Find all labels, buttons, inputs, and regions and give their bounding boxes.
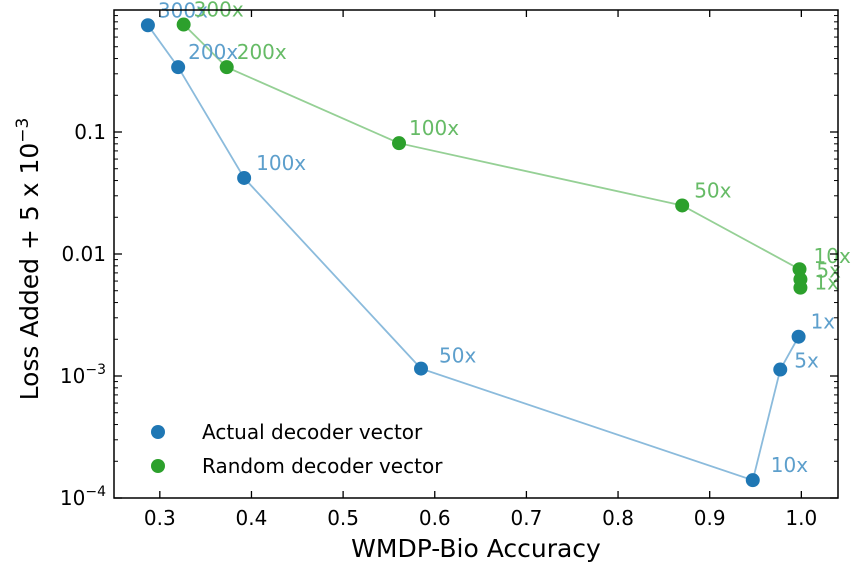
data-label: 1x bbox=[811, 310, 836, 334]
data-label: 5x bbox=[794, 349, 819, 373]
x-tick-label: 0.8 bbox=[602, 506, 634, 530]
data-point bbox=[792, 262, 807, 277]
data-label: 5x bbox=[816, 258, 841, 282]
data-point bbox=[392, 136, 407, 151]
series-lines bbox=[147, 23, 802, 482]
data-point bbox=[773, 362, 788, 377]
y-tick-label: 10−3 bbox=[60, 362, 106, 388]
data-label: 200x bbox=[237, 40, 287, 64]
x-tick-label: 0.5 bbox=[327, 506, 359, 530]
legend-label: Actual decoder vector bbox=[202, 420, 423, 444]
data-label: 100x bbox=[256, 151, 306, 175]
data-label: 200x bbox=[188, 40, 238, 64]
data-label: 50x bbox=[439, 344, 476, 368]
x-tick-label: 1.0 bbox=[785, 506, 817, 530]
data-point bbox=[219, 60, 234, 75]
y-axis-title: Loss Added + 5 x 10−3 bbox=[13, 118, 44, 401]
series-line-0 bbox=[147, 24, 800, 482]
x-tick-label: 0.9 bbox=[694, 506, 726, 530]
x-tick-label: 0.4 bbox=[236, 506, 268, 530]
data-label: 50x bbox=[694, 178, 731, 202]
y-tick-label: 0.1 bbox=[74, 120, 106, 144]
data-point bbox=[237, 170, 252, 185]
data-point bbox=[675, 198, 690, 213]
data-point bbox=[140, 18, 155, 33]
y-axis-title-text: Loss Added + 5 x 10 bbox=[15, 143, 44, 401]
x-tick-label: 0.6 bbox=[419, 506, 451, 530]
x-tick-label: 0.7 bbox=[510, 506, 542, 530]
x-axis-title: WMDP-Bio Accuracy bbox=[351, 534, 601, 563]
data-point bbox=[745, 473, 760, 488]
data-label: 100x bbox=[409, 116, 459, 140]
data-point bbox=[791, 329, 806, 344]
data-label: 300x bbox=[194, 0, 244, 22]
y-tick-label: 0.01 bbox=[61, 242, 106, 266]
data-label: 300x bbox=[158, 0, 208, 22]
data-label: 10x bbox=[771, 453, 808, 477]
legend: Actual decoder vector Random decoder vect… bbox=[151, 420, 443, 478]
point-labels: 300x200x100x50x10x5x1x300x200x100x50x10x… bbox=[158, 0, 851, 477]
data-point bbox=[414, 361, 429, 376]
legend-label: Random decoder vector bbox=[202, 454, 443, 478]
data-point bbox=[171, 60, 186, 75]
y-tick-label: 10−4 bbox=[60, 484, 106, 510]
y-axis-title-exponent: −3 bbox=[13, 118, 33, 143]
axes: 0.3 0.4 0.5 0.6 0.7 0.8 0.9 1.0 10−4 10−3 0.01 0.1 bbox=[60, 9, 839, 530]
data-point bbox=[176, 17, 191, 32]
x-tick-label: 0.3 bbox=[144, 506, 176, 530]
series-points bbox=[140, 17, 808, 488]
legend-marker bbox=[151, 459, 165, 473]
data-label: 10x bbox=[814, 244, 851, 268]
legend-marker bbox=[151, 425, 165, 439]
data-point bbox=[793, 280, 808, 295]
